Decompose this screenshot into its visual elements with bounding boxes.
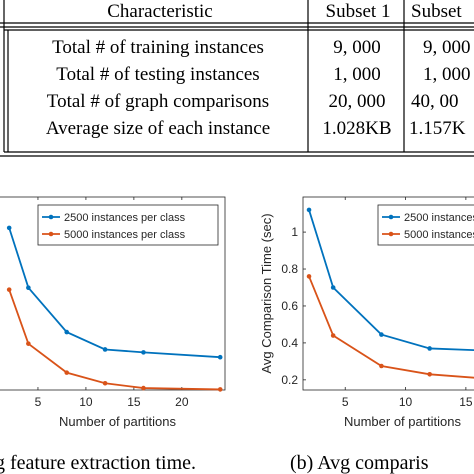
data-point xyxy=(306,207,312,213)
plot-frame xyxy=(302,196,474,391)
data-point xyxy=(330,285,336,290)
chart-b: 5 10 15 0.2 0.4 0.6 0.8 1 Number of partitions Av… xyxy=(259,196,474,429)
table-row-label: Total # of graph comparisons xyxy=(47,91,269,112)
data-point xyxy=(427,346,432,351)
table-row-label: Average size of each instance xyxy=(46,118,270,139)
y-tick-label: 1 xyxy=(291,225,298,239)
data-point xyxy=(379,332,384,337)
table-header-characteristic: Characteristic xyxy=(107,1,213,22)
legend-marker xyxy=(388,214,394,220)
data-point xyxy=(64,329,70,335)
y-tick-label: 0.2 xyxy=(281,373,298,387)
legend-label: 2500 instances per class xyxy=(64,212,186,224)
data-point xyxy=(427,372,432,377)
data-point xyxy=(26,341,31,346)
series-line xyxy=(308,276,474,379)
data-point xyxy=(330,333,336,338)
data-point xyxy=(102,380,108,386)
x-tick-label: 10 xyxy=(79,395,93,409)
y-axis-label: Avg Comparison Time (sec) xyxy=(259,213,274,373)
table-cell: 1.157K xyxy=(409,118,466,139)
data-point xyxy=(217,354,223,360)
table-cell: 1, 000 xyxy=(333,64,381,85)
legend-box xyxy=(377,204,474,246)
table-cell: 20, 000 xyxy=(329,91,386,112)
y-tick-label: 0.8 xyxy=(281,262,298,276)
table-header-subset-2: Subset xyxy=(411,1,462,22)
table-cell: 40, 00 xyxy=(411,91,459,112)
legend-marker xyxy=(48,231,54,237)
y-tick-label: 0.6 xyxy=(281,299,298,313)
data-point xyxy=(141,385,146,391)
data-point xyxy=(102,347,108,352)
series-line xyxy=(8,289,221,391)
data-point xyxy=(26,285,31,291)
table-cell: 9, 000 xyxy=(333,37,381,58)
table-cell: 1, 000 xyxy=(423,64,471,85)
x-tick-label: 15 xyxy=(459,395,473,409)
x-axis-label: Number of partitions xyxy=(59,414,177,429)
legend-label: 5000 instances per class xyxy=(64,229,186,241)
table-row-label: Total # of testing instances xyxy=(56,64,259,85)
caption-left: g feature extraction time. xyxy=(0,452,196,474)
data-point xyxy=(6,287,12,292)
x-tick-label: 10 xyxy=(399,395,413,409)
legend-box xyxy=(37,204,219,246)
data-point xyxy=(379,363,384,369)
y-tick-label: 0.4 xyxy=(281,336,298,350)
table-cell: 1.028KB xyxy=(322,118,391,139)
caption-right: (b) Avg comparis xyxy=(290,452,429,474)
x-tick-label: 15 xyxy=(127,395,141,409)
table-cell: 9, 000 xyxy=(423,37,471,58)
chart-a: 5 10 15 20 Number of partitions 2500 instance… xyxy=(0,196,226,429)
x-tick-label: 5 xyxy=(35,395,42,409)
data-point xyxy=(306,274,312,279)
table-row-label: Total # of training instances xyxy=(52,37,264,58)
data-point xyxy=(64,370,70,375)
data-point xyxy=(141,350,146,355)
data-point xyxy=(217,387,223,392)
legend-label: 5000 instances per class xyxy=(404,229,474,241)
series-line xyxy=(8,227,221,359)
data-point xyxy=(6,225,12,231)
legend-marker xyxy=(48,214,54,220)
plot-frame xyxy=(0,196,226,391)
table-header-subset-1: Subset 1 xyxy=(326,1,391,22)
x-axis-label: Number of partitions xyxy=(344,414,462,429)
legend-marker xyxy=(388,231,394,237)
legend-label: 2500 instances per class xyxy=(404,212,474,224)
x-tick-label: 20 xyxy=(175,395,189,409)
characteristics-table: Characteristic Subset 1 Subset Total # o… xyxy=(0,0,474,157)
x-tick-label: 5 xyxy=(342,395,349,409)
